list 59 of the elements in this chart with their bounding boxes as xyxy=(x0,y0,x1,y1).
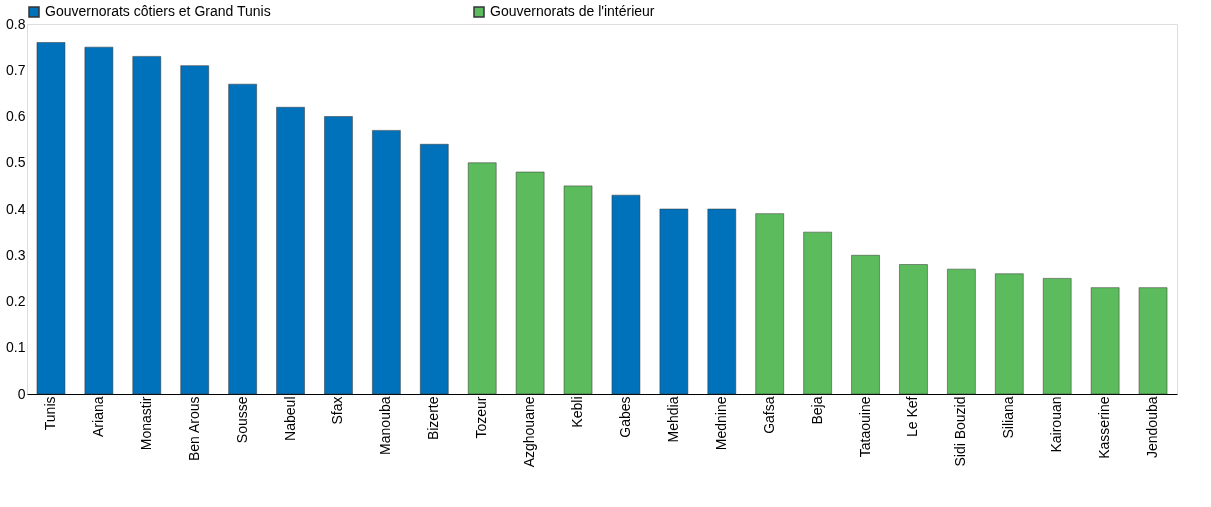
bar xyxy=(372,130,401,395)
x-tick-label: Beja xyxy=(808,396,825,425)
y-tick-label: 0.4 xyxy=(6,200,26,217)
bar xyxy=(324,116,353,395)
bar xyxy=(1042,278,1072,395)
x-tick-label: Tunis xyxy=(41,396,58,431)
y-tick-label: 0.6 xyxy=(6,108,26,124)
y-tick-label: 0.1 xyxy=(6,339,26,356)
bar xyxy=(36,42,66,395)
x-tick-label: Siliana xyxy=(1000,396,1017,439)
bar xyxy=(899,264,928,395)
bar xyxy=(947,268,976,395)
x-tick-label: Gafsa xyxy=(760,396,777,434)
y-tick-label: 0.3 xyxy=(6,246,26,263)
y-tick-label: 0.8 xyxy=(6,15,26,32)
legend-label: Gouvernorats côtiers et Grand Tunis xyxy=(45,3,271,19)
bar xyxy=(803,231,832,395)
x-tick-label: Kebli xyxy=(569,396,586,428)
x-tick-label: Mednine xyxy=(712,396,729,451)
x-tick-label: Nabeul xyxy=(281,396,298,441)
bar xyxy=(228,83,257,395)
x-tick-label: Ariana xyxy=(89,396,106,437)
bar xyxy=(659,208,689,395)
bar xyxy=(84,46,114,395)
bar xyxy=(1090,287,1120,395)
bar xyxy=(467,162,497,395)
x-tick-label: Sfax xyxy=(329,396,346,425)
y-tick-label: 0 xyxy=(17,385,26,402)
legend-label: Gouvernorats de l'intérieur xyxy=(490,3,655,19)
bar xyxy=(995,273,1024,395)
x-tick-label: Manouba xyxy=(377,396,394,455)
bar xyxy=(180,65,209,395)
x-tick-label: Sidi Bouzid xyxy=(952,396,969,467)
bar xyxy=(851,255,880,395)
y-tick-label: 0.2 xyxy=(6,293,26,309)
bar xyxy=(707,208,737,395)
bar xyxy=(755,213,784,395)
bar xyxy=(563,185,593,395)
x-tick-label: Gabes xyxy=(616,396,633,438)
bar xyxy=(515,171,545,395)
x-tick-label: Tataouine xyxy=(856,396,873,458)
bar xyxy=(276,107,305,395)
bar xyxy=(611,194,641,395)
x-tick-label: Kairouan xyxy=(1048,396,1065,453)
bar xyxy=(1138,287,1168,395)
x-tick-label: Sousse xyxy=(233,396,250,444)
x-tick-label: Tozeur xyxy=(473,396,490,439)
x-tick-label: Azghouane xyxy=(521,396,538,468)
x-tick-label: Monastir xyxy=(137,396,154,451)
x-tick-label: Jendouba xyxy=(1144,396,1161,459)
x-tick-label: Mehdia xyxy=(664,396,681,443)
x-tick-label: Bizerte xyxy=(425,396,442,441)
x-tick-label: Ben Arous xyxy=(185,396,202,462)
y-tick-label: 0.7 xyxy=(6,61,26,78)
x-tick-label: Kasserine xyxy=(1096,396,1113,459)
x-tick-label: Le Kef xyxy=(904,396,921,437)
bar xyxy=(420,144,449,395)
bar xyxy=(132,56,162,395)
y-tick-label: 0.5 xyxy=(6,154,26,171)
